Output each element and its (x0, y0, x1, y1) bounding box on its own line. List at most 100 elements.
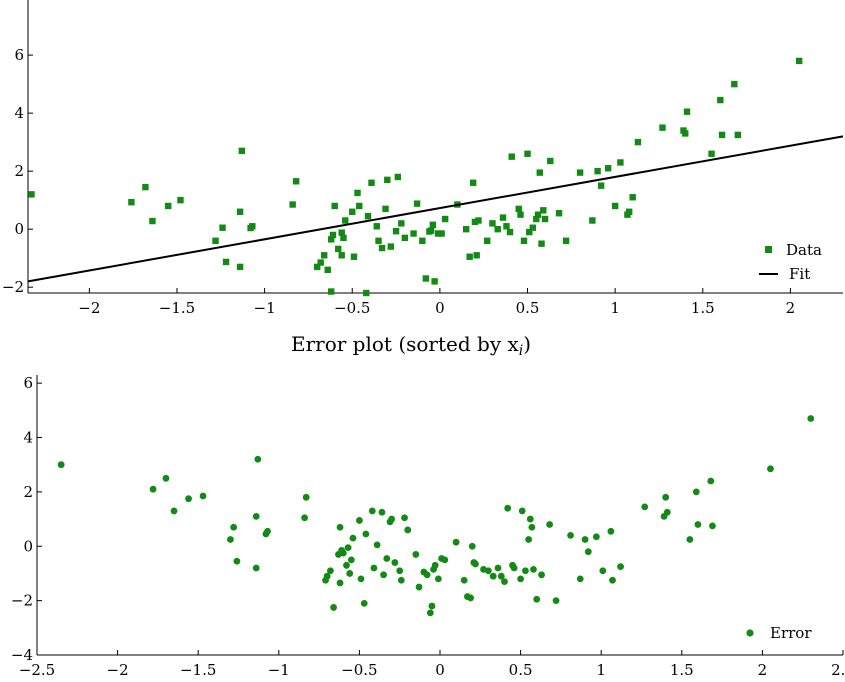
legend-fit-label: Fit (789, 265, 810, 283)
data-point (475, 217, 482, 224)
data-point (427, 227, 435, 234)
error-point (504, 504, 512, 512)
error-point (468, 542, 476, 550)
data-point (413, 200, 421, 207)
data-point (659, 124, 666, 131)
error-point (576, 575, 584, 583)
bottom-y-tick-label: −4 (11, 646, 33, 664)
error-point (252, 512, 260, 520)
top-y-tick-label: 4 (14, 104, 24, 122)
data-point (597, 182, 605, 189)
error-point (431, 561, 439, 569)
error-point (343, 561, 350, 569)
data-point (149, 217, 156, 225)
data-point (392, 228, 400, 235)
data-point (398, 220, 405, 227)
data-point (375, 237, 382, 244)
data-point (410, 230, 417, 237)
bottom-y-tick-label: 6 (23, 374, 33, 392)
data-point (219, 224, 226, 231)
error-point (347, 556, 355, 564)
data-point (292, 178, 300, 185)
bottom-x-tick-label: −2 (107, 661, 129, 679)
data-point (533, 215, 540, 223)
data-point (349, 208, 356, 215)
error-point (349, 534, 357, 542)
data-point (625, 208, 633, 215)
data-point (342, 217, 349, 224)
data-point (555, 210, 563, 217)
data-point (238, 147, 246, 155)
top-chart-legend: Data Fit (759, 241, 822, 283)
data-point (363, 289, 370, 297)
data-point (547, 157, 554, 165)
error-point (428, 602, 436, 610)
bottom-x-tick-label: −0.5 (341, 661, 377, 679)
data-point (422, 275, 430, 282)
bottom-x-tick-label: 1.5 (670, 661, 694, 679)
bottom-chart-title-var: i (519, 343, 523, 359)
legend-data-label: Data (786, 241, 822, 259)
data-point (731, 80, 738, 88)
error-point (170, 507, 178, 515)
error-point (692, 488, 700, 496)
error-point (546, 521, 554, 528)
data-point (734, 131, 742, 139)
error-point (397, 576, 405, 584)
error-point (494, 564, 502, 572)
data-point (331, 202, 338, 210)
error-point (233, 557, 241, 565)
error-point (370, 564, 378, 572)
data-point (469, 179, 477, 186)
error-point (538, 571, 545, 579)
bottom-y-tick-label: 4 (23, 429, 33, 447)
data-point (466, 253, 473, 260)
bottom-chart-axes: −2.5 −2 −1.5 −1 −0.5 0 0.5 1 1.5 2 2.5 −4 −2 0 2 4 6 (11, 374, 845, 679)
error-point (378, 508, 386, 516)
data-point (419, 237, 426, 244)
error-point (510, 564, 518, 572)
data-point (489, 220, 496, 227)
error-point (185, 495, 192, 503)
top-chart-axes: −2 −1.5 −1 −0.5 0 0.5 1 1.5 2 −2 0 2 4 6 (2, 0, 843, 317)
error-point (489, 572, 497, 580)
data-point (484, 237, 491, 244)
top-x-tick-label: 1.5 (691, 299, 715, 317)
legend-error-label: Error (770, 624, 812, 642)
data-point (629, 194, 636, 201)
data-point (350, 253, 358, 260)
data-point (541, 215, 549, 223)
error-point (581, 536, 589, 543)
error-point (467, 594, 475, 602)
error-point (264, 527, 271, 535)
error-point (344, 544, 352, 552)
error-point (383, 555, 391, 562)
top-x-tick-label: 0 (435, 299, 445, 317)
error-point (530, 565, 537, 573)
bottom-chart-marks (57, 415, 815, 617)
data-point (356, 202, 363, 210)
data-point (536, 169, 543, 176)
data-point (313, 263, 321, 271)
error-point (57, 461, 65, 469)
data-point (378, 244, 386, 252)
error-point (415, 583, 423, 591)
error-point (567, 531, 574, 539)
error-point (525, 536, 533, 543)
error-point (607, 527, 615, 535)
bottom-x-tick-label: 1 (596, 661, 606, 679)
error-point (356, 517, 363, 524)
error-point (252, 564, 260, 572)
data-point (520, 237, 528, 244)
data-point (289, 201, 296, 208)
top-y-tick-label: −2 (2, 278, 24, 296)
top-x-tick-label: 0.5 (516, 299, 540, 317)
data-point (328, 288, 335, 295)
data-point (177, 196, 184, 204)
error-point (460, 576, 468, 584)
data-point (236, 208, 244, 215)
data-point (594, 167, 601, 175)
top-x-tick-label: −0.5 (334, 299, 370, 317)
data-point (441, 215, 449, 223)
